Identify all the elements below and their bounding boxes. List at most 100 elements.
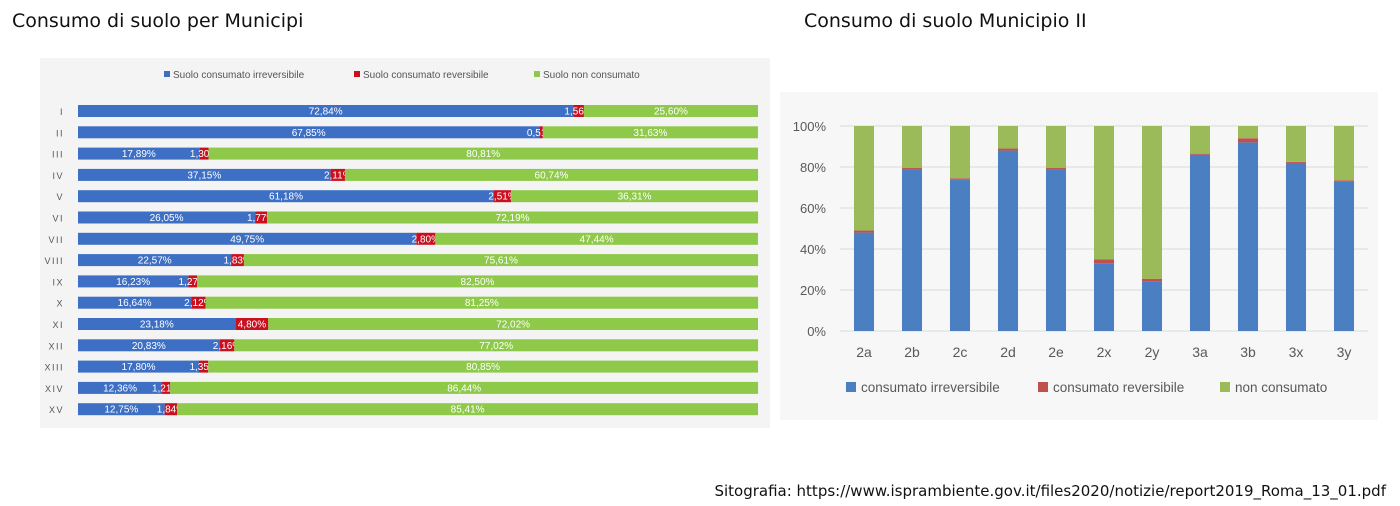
bar-segment bbox=[78, 190, 495, 203]
data-label: 1,56% bbox=[564, 107, 592, 118]
bar-segment bbox=[1238, 142, 1258, 331]
bar-segment bbox=[170, 381, 759, 394]
legend-swatch-2 bbox=[354, 71, 360, 77]
bar-segment bbox=[1046, 169, 1066, 331]
bar-segment bbox=[1094, 263, 1114, 331]
data-label: 47,44% bbox=[580, 234, 614, 245]
bar-segment bbox=[235, 318, 269, 330]
bar-segment bbox=[78, 403, 165, 416]
data-label: 67,85% bbox=[292, 128, 326, 139]
bar-segment bbox=[1238, 138, 1258, 143]
bar-segment bbox=[78, 232, 417, 245]
bar-segment bbox=[162, 381, 171, 394]
data-label: 2,12% bbox=[184, 298, 212, 309]
bar-segment bbox=[998, 126, 1018, 149]
data-label: 26,05% bbox=[150, 213, 184, 224]
bar-segment bbox=[268, 318, 758, 330]
row-label: V bbox=[56, 192, 64, 202]
row-label: IV bbox=[52, 171, 64, 181]
bar-segment bbox=[231, 254, 244, 267]
bar-segment bbox=[78, 275, 189, 288]
bar-segment bbox=[78, 381, 163, 394]
legend-label-3: non consumato bbox=[1235, 380, 1327, 395]
x-tick-label: 2a bbox=[856, 344, 872, 360]
row-label: XII bbox=[48, 341, 64, 351]
bar-segment bbox=[573, 105, 584, 117]
bar-segment bbox=[78, 339, 220, 352]
bar-segment bbox=[1094, 126, 1114, 260]
bar-segment bbox=[902, 169, 922, 331]
data-label: 80,85% bbox=[466, 362, 500, 373]
data-label: 72,02% bbox=[496, 320, 530, 331]
bar-segment bbox=[199, 147, 209, 160]
bar-segment bbox=[1238, 126, 1258, 139]
bar-segment bbox=[197, 275, 758, 288]
bar-segment bbox=[583, 105, 758, 117]
bar-segment bbox=[539, 126, 543, 139]
x-tick-label: 3x bbox=[1289, 344, 1304, 360]
bar-segment bbox=[950, 178, 970, 180]
legend-label-1: Suolo consumato irreversibile bbox=[173, 70, 305, 81]
legend-swatch-1 bbox=[846, 382, 856, 392]
bar-segment bbox=[78, 105, 574, 117]
bar-segment bbox=[208, 360, 759, 373]
bar-segment bbox=[1190, 126, 1210, 154]
data-label: 31,63% bbox=[633, 128, 667, 139]
data-label: 37,15% bbox=[187, 170, 221, 181]
bar-segment bbox=[78, 296, 192, 309]
x-tick-label: 2b bbox=[904, 344, 920, 360]
data-label: 16,23% bbox=[116, 277, 150, 288]
bar-segment bbox=[902, 126, 922, 169]
x-tick-label: 3a bbox=[1192, 344, 1208, 360]
row-label: XIII bbox=[44, 363, 64, 373]
x-tick-label: 3y bbox=[1337, 344, 1352, 360]
data-label: 2,51% bbox=[488, 192, 516, 203]
data-label: 23,18% bbox=[140, 320, 174, 331]
data-label: 82,50% bbox=[461, 277, 495, 288]
data-label: 2,16% bbox=[213, 341, 241, 352]
bar-segment bbox=[542, 126, 758, 139]
data-label: 20,83% bbox=[132, 341, 166, 352]
data-label: 1,30% bbox=[190, 149, 218, 160]
data-label: 16,64% bbox=[118, 298, 152, 309]
bar-segment bbox=[188, 275, 197, 288]
bar-segment bbox=[1334, 126, 1354, 181]
bar-segment bbox=[234, 339, 759, 352]
data-label: 12,36% bbox=[103, 383, 137, 394]
x-tick-label: 2x bbox=[1097, 344, 1112, 360]
bar-segment bbox=[344, 168, 758, 181]
data-label: 72,19% bbox=[496, 213, 530, 224]
y-tick-label: 100% bbox=[793, 119, 827, 134]
bar-segment bbox=[1046, 168, 1066, 170]
bar-segment bbox=[255, 211, 268, 224]
row-label: IX bbox=[52, 277, 64, 287]
legend-swatch-2 bbox=[1038, 382, 1048, 392]
data-label: 22,57% bbox=[138, 256, 172, 267]
row-label: VII bbox=[48, 235, 64, 245]
bar-segment bbox=[1190, 153, 1210, 155]
data-label: 75,61% bbox=[484, 256, 518, 267]
bar-segment bbox=[1190, 154, 1210, 331]
bar-segment bbox=[205, 296, 759, 309]
legend-label-2: Suolo consumato reversibile bbox=[363, 70, 489, 81]
legend-label-2: consumato reversibile bbox=[1053, 380, 1184, 395]
data-label: 17,80% bbox=[122, 362, 156, 373]
bar-segment bbox=[854, 230, 874, 233]
bar-segment bbox=[854, 126, 874, 231]
bar-segment bbox=[998, 150, 1018, 331]
bar-segment bbox=[854, 232, 874, 331]
x-tick-label: 2c bbox=[953, 344, 968, 360]
data-label: 0,51% bbox=[527, 128, 555, 139]
bar-segment bbox=[998, 148, 1018, 151]
data-label: 1,35% bbox=[189, 362, 217, 373]
bar-segment bbox=[1334, 180, 1354, 182]
legend-swatch-3 bbox=[1220, 382, 1230, 392]
right-chart-title: Consumo di suolo Municipio II bbox=[804, 10, 1087, 32]
bar-segment bbox=[494, 190, 512, 203]
data-label: 77,02% bbox=[479, 341, 513, 352]
bar-segment bbox=[1286, 126, 1306, 162]
data-label: 4,80% bbox=[238, 320, 266, 331]
data-label: 25,60% bbox=[654, 107, 688, 118]
bar-segment bbox=[267, 211, 759, 224]
row-label: III bbox=[52, 150, 64, 160]
